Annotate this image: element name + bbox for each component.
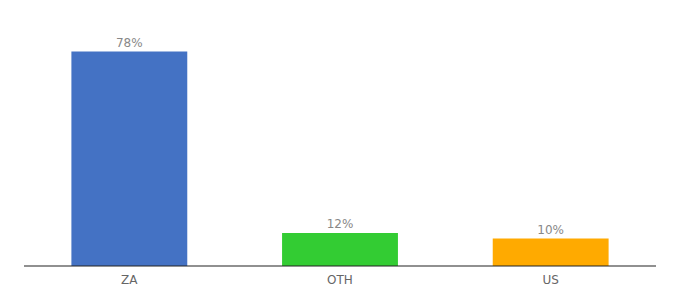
bar [71, 52, 187, 267]
bars [71, 52, 608, 267]
chart-svg: 78% 12% 10% ZA OTH US [0, 0, 680, 300]
x-tick-label: US [542, 273, 558, 287]
data-label: 12% [327, 217, 354, 231]
x-axis-line [24, 265, 656, 266]
background [0, 0, 680, 300]
bar [493, 239, 609, 267]
x-tick-labels: ZA OTH US [121, 273, 559, 287]
x-tick-label: OTH [327, 273, 353, 287]
data-labels: 78% 12% 10% [116, 36, 564, 237]
page: {"chart_data": {"type": "bar", "categori… [0, 0, 680, 300]
x-tick-label: ZA [121, 273, 138, 287]
chart-container: 78% 12% 10% ZA OTH US [0, 0, 680, 300]
bar [282, 233, 398, 266]
data-label: 78% [116, 36, 143, 50]
data-label: 10% [537, 223, 564, 237]
